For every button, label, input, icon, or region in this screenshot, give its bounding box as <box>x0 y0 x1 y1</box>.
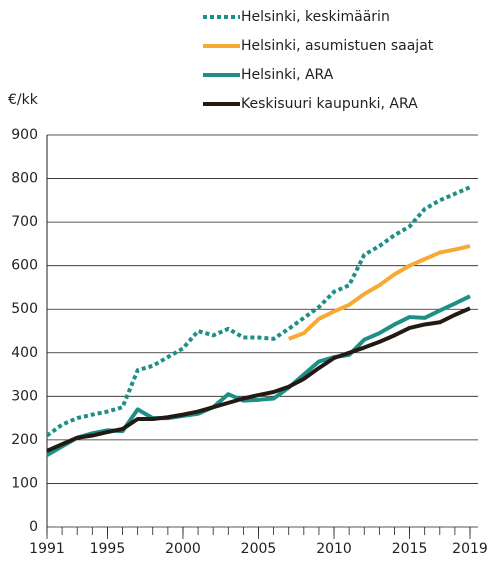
y-tick-label: 600 <box>11 258 38 274</box>
x-tick-label: 2005 <box>241 541 277 557</box>
y-tick-label: 100 <box>11 475 38 491</box>
x-tick-label: 2010 <box>316 541 352 557</box>
y-tick-label: 400 <box>11 345 38 361</box>
series-line <box>45 185 471 438</box>
x-tick-label: 1995 <box>90 541 126 557</box>
y-tick-label: 300 <box>11 388 38 404</box>
x-tick-label: 2015 <box>392 541 428 557</box>
y-tick-label: 200 <box>11 432 38 448</box>
x-tick-label: 2000 <box>165 541 201 557</box>
y-tick-label: 900 <box>11 127 38 143</box>
legend-label: Keskisuuri kaupunki, ARA <box>241 96 418 112</box>
series-line <box>46 306 471 453</box>
legend-label: Helsinki, ARA <box>241 67 334 83</box>
legend-label: Helsinki, keskimäärin <box>241 9 390 25</box>
y-tick-label: 0 <box>29 519 38 535</box>
legend-label: Helsinki, asumistuen saajat <box>241 38 434 54</box>
x-tick-label: 2019 <box>452 541 488 557</box>
x-tick-label: 1991 <box>29 541 65 557</box>
y-tick-label: 500 <box>11 301 38 317</box>
y-axis-label: €/kk <box>8 92 39 108</box>
y-tick-label: 700 <box>11 214 38 230</box>
series-line <box>288 244 471 341</box>
y-tick-label: 800 <box>11 171 38 187</box>
